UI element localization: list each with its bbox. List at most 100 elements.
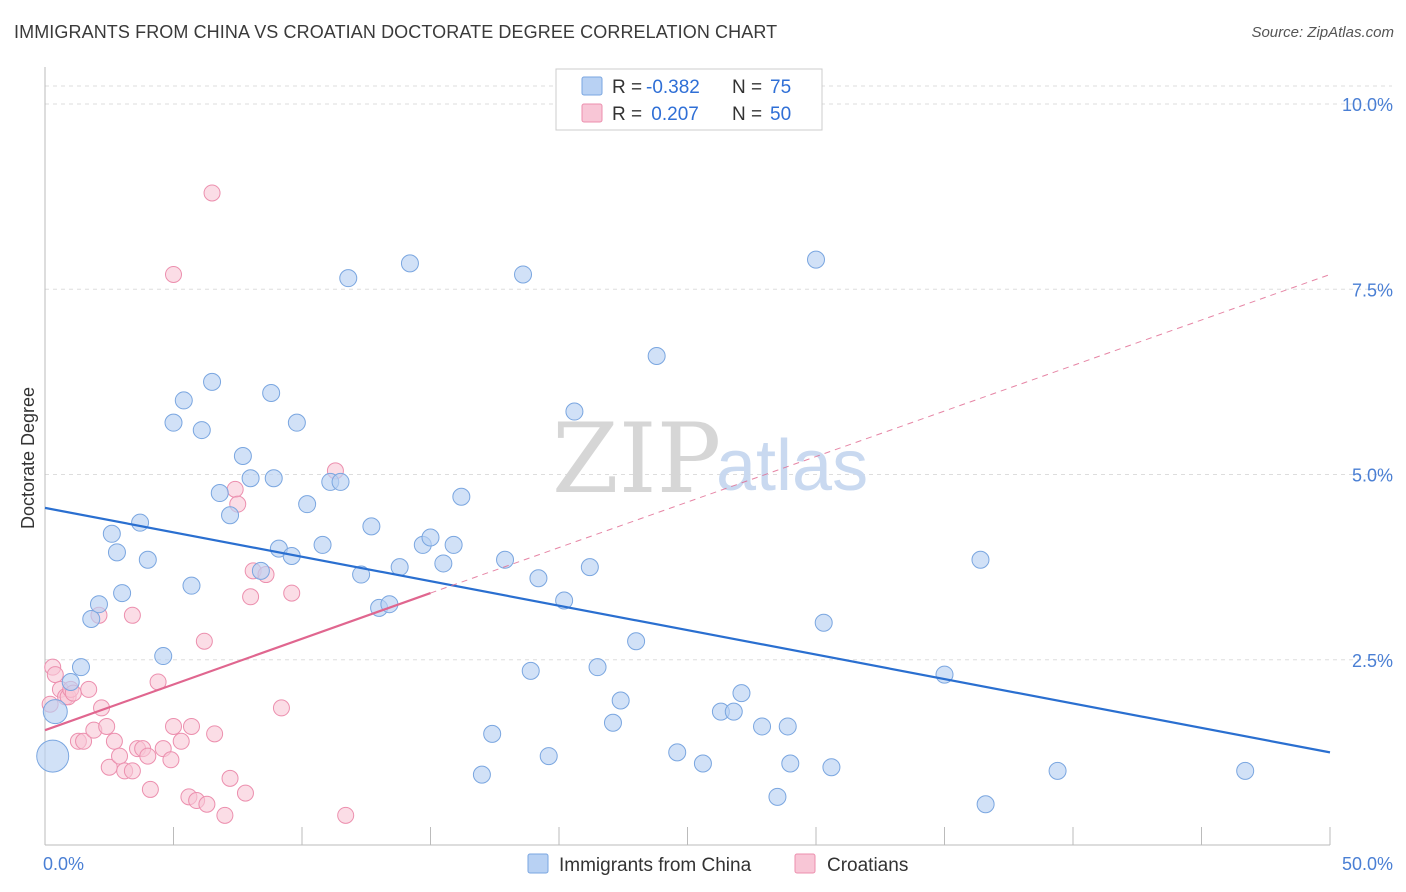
- croatians-point: [283, 584, 301, 602]
- croatians-point: [141, 780, 159, 798]
- croatians-point: [195, 632, 213, 650]
- croatians-point: [46, 666, 64, 684]
- china-point: [807, 250, 825, 269]
- croatians-point: [337, 806, 355, 824]
- legend-r-label-china: R =: [612, 77, 642, 98]
- legend-r-value-croatians: 0.207: [646, 104, 699, 125]
- china-point: [251, 561, 270, 580]
- china-point: [174, 391, 193, 410]
- china-point: [233, 447, 252, 465]
- china-point: [113, 584, 132, 603]
- croatians-trend-line-extended: [430, 273, 1331, 594]
- china-point: [262, 384, 281, 403]
- legend-n-value-croatians: 50: [770, 104, 791, 125]
- china-point: [164, 413, 183, 432]
- china-point: [768, 787, 787, 806]
- croatians-point: [162, 751, 180, 769]
- y-tick-label: 2.5%: [1352, 651, 1393, 671]
- croatians-point: [139, 747, 157, 765]
- china-point: [331, 472, 350, 491]
- china-point: [154, 647, 173, 666]
- china-point: [611, 691, 630, 710]
- y-tick-label: 7.5%: [1352, 280, 1393, 300]
- china-point: [814, 613, 833, 632]
- china-point: [313, 535, 332, 554]
- croatians-point: [105, 732, 123, 750]
- croatians-point: [198, 795, 216, 813]
- china-point: [444, 535, 463, 554]
- y-tick-label: 5.0%: [1352, 466, 1393, 486]
- china-point: [1048, 761, 1067, 780]
- x-tick-label-min: 0.0%: [43, 854, 84, 874]
- china-point: [107, 543, 126, 562]
- source-label: Source: ZipAtlas.com: [1251, 24, 1394, 41]
- legend-swatch-china: [581, 76, 603, 96]
- watermark: ZIP atlas: [552, 403, 868, 515]
- legend-swatch-croatians: [581, 103, 603, 123]
- china-point: [36, 739, 70, 773]
- china-point: [42, 699, 68, 725]
- china-point: [539, 747, 558, 766]
- china-point: [580, 558, 599, 577]
- bottom-legend-swatch-china: [527, 853, 549, 874]
- china-point: [298, 495, 317, 514]
- china-point: [971, 550, 990, 569]
- china-point: [203, 372, 222, 391]
- china-point: [264, 469, 283, 488]
- croatians-point: [272, 699, 290, 717]
- china-points: [36, 250, 1255, 814]
- watermark-atlas: atlas: [716, 426, 868, 506]
- croatians-point: [236, 784, 254, 802]
- croatians-point: [242, 588, 260, 606]
- watermark-zip: ZIP: [552, 403, 721, 515]
- china-point: [627, 632, 646, 651]
- china-point: [82, 610, 101, 629]
- china-point: [131, 513, 150, 532]
- china-point: [434, 554, 453, 573]
- china-point: [565, 402, 584, 421]
- china-point: [138, 550, 157, 569]
- china-point: [192, 421, 211, 440]
- croatians-point: [206, 725, 224, 743]
- china-point: [421, 528, 440, 547]
- legend-n-label-croatians: N =: [732, 104, 762, 125]
- china-point: [781, 754, 800, 773]
- china-point: [452, 487, 471, 506]
- x-tick-label-max: 50.0%: [1342, 854, 1393, 874]
- china-point: [521, 661, 540, 680]
- china-point: [61, 672, 80, 691]
- bottom-legend-swatch-croatians: [794, 853, 816, 874]
- croatians-point: [182, 717, 200, 735]
- china-point: [514, 265, 533, 284]
- china-point: [390, 558, 409, 577]
- croatians-point: [165, 265, 182, 283]
- croatians-point: [203, 184, 221, 202]
- china-point: [287, 413, 306, 432]
- croatians-point: [123, 762, 141, 780]
- croatians-point: [172, 732, 190, 750]
- croatians-point: [80, 680, 98, 698]
- croatians-points: [41, 184, 355, 824]
- china-point: [724, 702, 743, 721]
- china-point: [732, 684, 751, 703]
- croatians-point: [75, 732, 93, 750]
- china-point: [647, 346, 666, 365]
- croatians-point: [226, 480, 244, 498]
- china-point: [339, 269, 358, 288]
- bottom-legend-label-croatians: Croatians: [827, 855, 908, 876]
- croatians-point: [111, 747, 129, 765]
- legend-n-label-china: N =: [732, 77, 762, 98]
- y-axis-label: Doctorate Degree: [18, 387, 38, 529]
- croatians-point: [98, 717, 116, 735]
- legend-r-value-china: -0.382: [646, 77, 700, 98]
- china-point: [362, 517, 381, 536]
- croatians-point: [221, 769, 239, 787]
- china-trend-line: [44, 506, 1331, 754]
- china-point: [182, 576, 201, 595]
- bottom-legend-label-china: Immigrants from China: [559, 855, 752, 876]
- china-point: [693, 754, 712, 773]
- legend-n-value-china: 75: [770, 77, 791, 98]
- china-point: [400, 254, 419, 273]
- china-point: [529, 569, 548, 588]
